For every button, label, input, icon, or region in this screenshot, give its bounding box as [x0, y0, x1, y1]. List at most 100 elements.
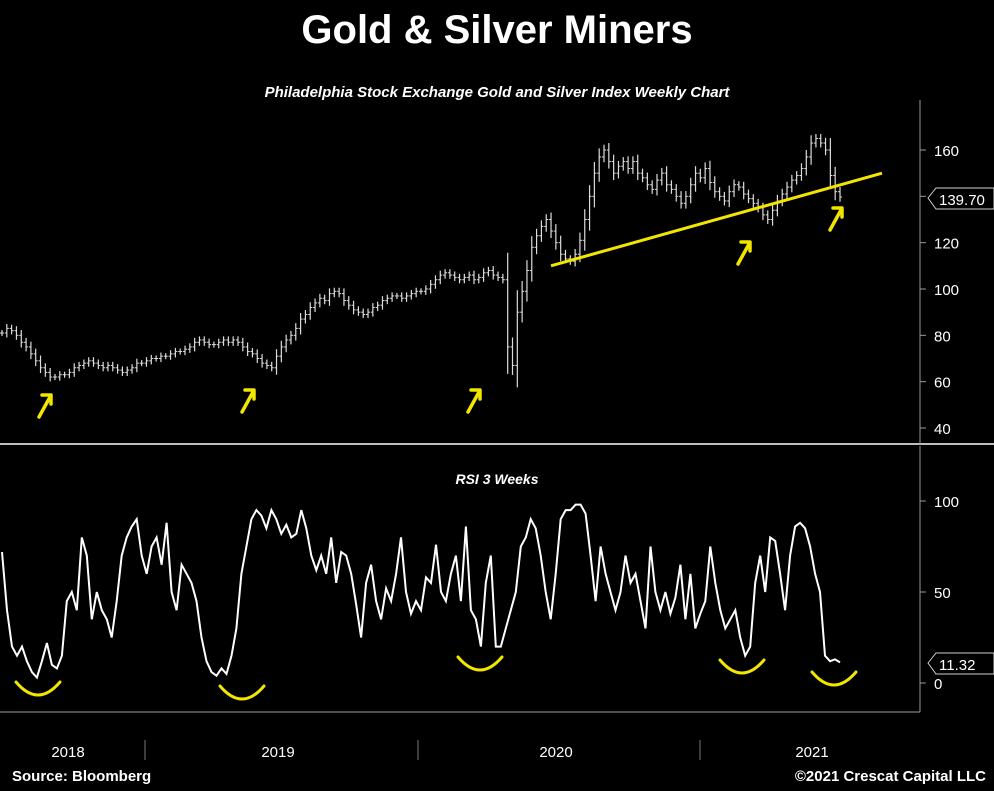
rsi-title: RSI 3 Weeks [455, 471, 538, 487]
price-bar [838, 187, 842, 202]
price-bar [471, 270, 476, 285]
rsi-last-value: 11.32 [939, 657, 975, 674]
price-bar [500, 273, 505, 284]
price-bar [630, 156, 635, 174]
price-bar [43, 363, 48, 377]
price-bar [183, 345, 188, 356]
price-bar [813, 133, 818, 148]
price-bar [707, 160, 712, 191]
price-bar [130, 364, 135, 374]
price-bar [327, 288, 332, 306]
price-bar [597, 148, 602, 182]
chart-subtitle: Philadelphia Stock Exchange Gold and Sil… [264, 84, 730, 101]
price-bar [809, 135, 814, 165]
price-bar [4, 323, 9, 338]
price-bar [356, 306, 361, 316]
price-bar [447, 269, 452, 279]
price-bar [298, 313, 303, 335]
price-bar [192, 337, 197, 352]
price-bar [669, 180, 674, 194]
price-bar [467, 271, 472, 282]
price-bar [496, 271, 501, 282]
price-series [0, 133, 842, 388]
yellow-smile-icon [718, 658, 766, 675]
price-bar [308, 302, 313, 320]
price-bar [679, 191, 684, 209]
rsi-last-value-tag: 11.32 [927, 652, 994, 675]
price-bar [105, 361, 110, 372]
price-bar [260, 354, 265, 368]
rsi-tick-label: 50 [934, 585, 951, 602]
yellow-smile-icon [218, 684, 266, 701]
price-bar [789, 174, 794, 193]
price-tick-label: 80 [934, 328, 951, 345]
price-bar [544, 214, 549, 232]
price-bar [799, 163, 804, 181]
price-bar [332, 287, 337, 298]
price-bar [457, 273, 462, 284]
price-bar [173, 347, 178, 358]
price-annotations [37, 206, 844, 419]
price-bar [452, 271, 457, 282]
price-bar [650, 180, 655, 194]
price-bar [337, 287, 342, 298]
price-bar [616, 160, 621, 179]
price-bar [409, 290, 414, 300]
price-bar [717, 187, 722, 201]
price-y-axis: 406080100120140160 [920, 143, 959, 438]
price-bar [322, 294, 327, 305]
price-bar [746, 189, 751, 204]
price-bar [375, 301, 380, 312]
price-bar [751, 194, 756, 208]
price-bar [62, 371, 67, 378]
price-bar [33, 348, 38, 367]
price-bar [370, 303, 375, 317]
price-bar [52, 373, 57, 381]
price-bar [423, 285, 428, 295]
price-bar [361, 308, 366, 319]
price-bar [264, 359, 269, 370]
price-bar [341, 288, 346, 306]
price-bar [158, 352, 163, 363]
price-bar [828, 138, 833, 188]
yellow-smile-icon [456, 655, 504, 672]
price-bar [780, 188, 785, 207]
price-bar [366, 308, 371, 319]
chart-title: Gold & Silver Miners [301, 8, 693, 52]
price-bar [120, 366, 125, 377]
price-bar [674, 184, 679, 202]
price-bar [134, 358, 139, 373]
price-last-value-tag: 139.70 [927, 187, 994, 210]
price-bar [736, 181, 741, 191]
price-bar [346, 296, 351, 310]
price-bar [428, 279, 433, 294]
price-bar [144, 357, 149, 367]
price-bar [722, 191, 727, 206]
price-tick-label: 120 [934, 236, 959, 253]
price-bar [235, 336, 240, 346]
price-bar [250, 347, 255, 358]
price-bar [534, 228, 539, 255]
price-bar [505, 252, 510, 374]
price-bar [794, 171, 799, 185]
price-bar [77, 361, 82, 372]
price-bar [549, 212, 554, 239]
price-bar [221, 336, 226, 346]
x-tick-label: 2018 [51, 744, 84, 761]
price-bar [178, 348, 183, 355]
price-bar [524, 260, 529, 302]
price-bar [115, 364, 120, 374]
price-bar [154, 355, 159, 362]
price-bar [693, 166, 698, 192]
price-bar [24, 337, 29, 352]
source-note: Source: Bloomberg [12, 768, 152, 785]
price-bar [28, 341, 33, 360]
price-bar [149, 354, 154, 365]
price-bar [529, 236, 534, 282]
price-bar [818, 133, 823, 148]
price-bar [553, 224, 558, 250]
price-bar [288, 330, 293, 345]
price-tick-label: 60 [934, 375, 951, 392]
price-bar [81, 359, 86, 370]
price-bar [385, 294, 390, 305]
